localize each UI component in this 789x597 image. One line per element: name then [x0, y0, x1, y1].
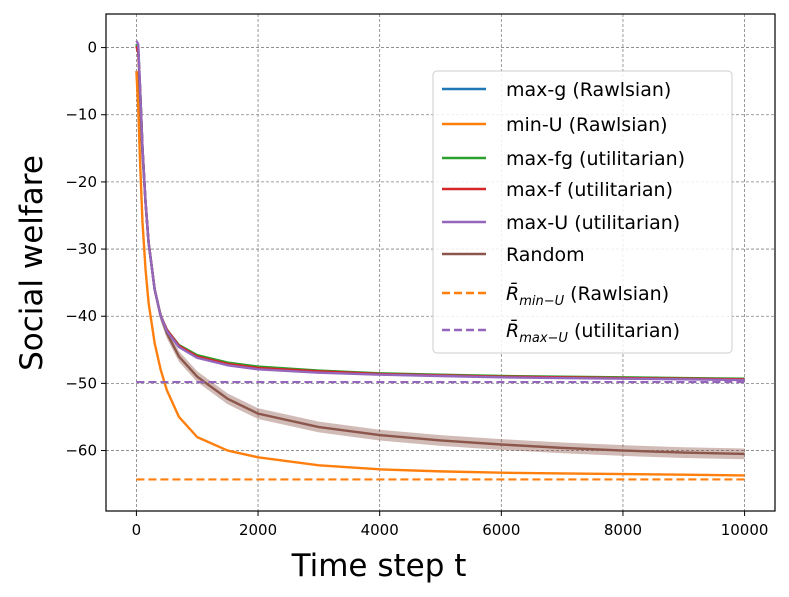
legend-label: R̄min−U (Rawlsian)	[506, 281, 669, 309]
y-axis-label: Social welfare	[14, 155, 50, 371]
legend-label: R̄max−U (utilitarian)	[506, 318, 680, 346]
legend-box	[432, 70, 733, 354]
plot-frame	[105, 13, 776, 512]
y-tick-label: −40	[65, 307, 97, 325]
min-u-rawlsian-line	[135, 71, 745, 477]
legend-label: Random	[506, 244, 585, 266]
legend-label: max-f (utilitarian)	[506, 179, 673, 201]
y-tick-label: −10	[65, 106, 97, 124]
series-layer	[135, 40, 745, 481]
x-tick-label: 2000	[239, 521, 277, 539]
x-tick-label: 10000	[721, 521, 769, 539]
y-tick-label: −50	[65, 374, 97, 392]
legend-label: max-U (utilitarian)	[506, 212, 680, 234]
x-tick-label: 8000	[604, 521, 642, 539]
y-tick-label: −30	[65, 240, 97, 258]
max-u-utilitarian-line	[135, 40, 745, 382]
x-tick-label: 0	[132, 521, 142, 539]
legend-label: max-g (Rawlsian)	[506, 79, 671, 101]
y-tick-label: −60	[65, 442, 97, 460]
y-tick-label: −20	[65, 173, 97, 191]
x-tick-label: 6000	[482, 521, 520, 539]
legend-label: max-fg (utilitarian)	[506, 148, 685, 170]
legend-label: min-U (Rawlsian)	[506, 114, 668, 136]
x-tick-label: 4000	[361, 521, 399, 539]
axis-ticks: 0 2000 4000 6000 8000 10000 0 −10 −20 −30 −40 −50 −6…	[65, 39, 768, 539]
x-axis-label: Time step t	[291, 548, 467, 584]
y-tick-label: 0	[87, 39, 97, 57]
legend: max-g (Rawlsian) min-U (Rawlsian) max-fg (…	[432, 70, 733, 354]
